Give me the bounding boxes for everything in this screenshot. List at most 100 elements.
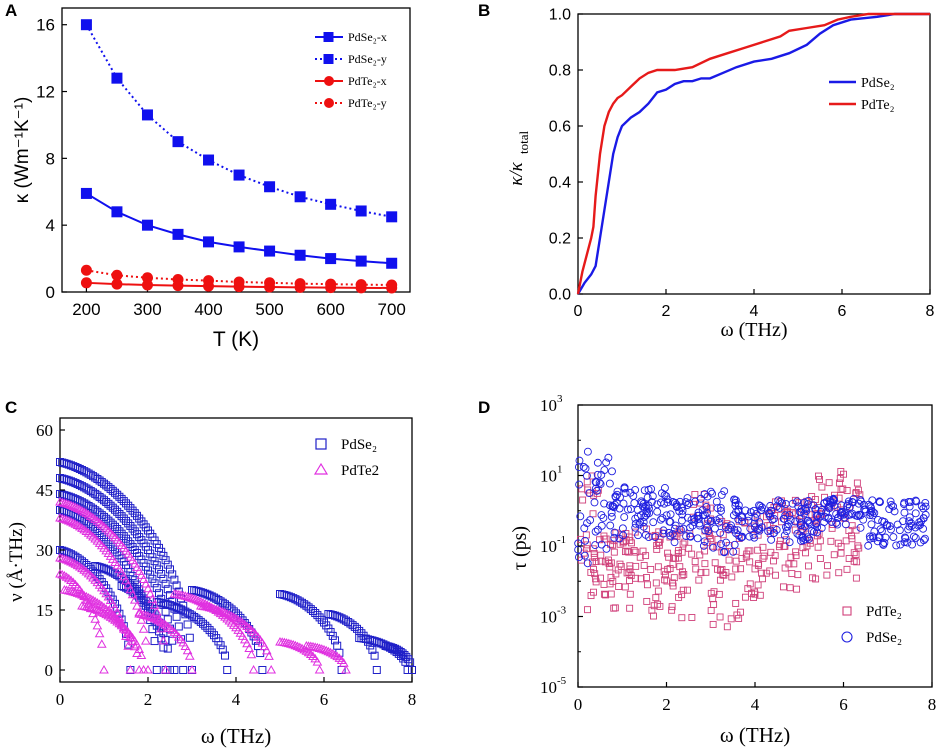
data-point [61, 515, 72, 524]
data-point [79, 524, 90, 534]
data-point [853, 479, 861, 487]
data-point [145, 611, 156, 621]
data-point [822, 507, 831, 516]
data-point [94, 606, 105, 615]
data-point [117, 529, 126, 538]
data-point [152, 584, 161, 593]
data-point [759, 575, 766, 583]
data-point [904, 525, 913, 534]
data-point [96, 607, 107, 616]
data-point [842, 537, 850, 545]
data-point [152, 561, 161, 570]
data-point [185, 610, 194, 619]
data-point [597, 551, 605, 559]
data-point [625, 548, 633, 556]
data-point [574, 539, 583, 548]
panel-d-ytick-exponent: -1 [557, 534, 566, 546]
data-point [138, 664, 149, 674]
data-point [325, 647, 336, 657]
data-point [75, 514, 84, 523]
data-point [803, 516, 812, 525]
data-point [696, 551, 704, 559]
data-point [688, 550, 696, 558]
data-point [264, 245, 276, 257]
data-point [668, 606, 676, 614]
data-point [725, 556, 733, 564]
data-point [832, 518, 841, 527]
data-point [657, 489, 666, 498]
data-point [714, 518, 723, 527]
data-point [149, 600, 160, 609]
data-point [905, 517, 913, 526]
data-point [790, 560, 798, 568]
data-point [90, 534, 101, 543]
data-point [644, 533, 653, 542]
data-point [653, 507, 662, 516]
panel-a-ticks: 200 300 400 500 600 700 0 4 8 12 16 [36, 16, 406, 319]
data-point [140, 578, 151, 588]
data-point [55, 512, 65, 522]
data-point [59, 554, 70, 563]
data-point [134, 607, 145, 617]
data-point [804, 500, 812, 509]
data-point [637, 575, 645, 583]
data-point [106, 518, 115, 527]
data-point [602, 544, 611, 553]
panel-d-ytick-exponent: -3 [557, 605, 567, 617]
data-point [72, 503, 83, 512]
data-point [59, 514, 70, 523]
data-point [406, 658, 415, 667]
data-point [659, 529, 668, 538]
panel-d-ytick-label: 10 [540, 608, 557, 627]
data-point [626, 537, 634, 545]
data-point [128, 542, 137, 551]
data-point [66, 575, 76, 585]
data-point [643, 574, 650, 581]
data-point [886, 497, 895, 506]
data-point [892, 541, 901, 550]
data-point [620, 513, 629, 522]
data-point [698, 506, 707, 515]
panel-b-ytick-label: 0.8 [549, 63, 571, 80]
panel-a-ytick-label: 4 [46, 216, 55, 235]
data-point [178, 590, 189, 600]
data-point [700, 537, 709, 546]
data-point [294, 249, 306, 261]
panel-d-ylabel: τ (ps) [509, 526, 531, 570]
data-point [827, 537, 835, 545]
data-point [756, 591, 764, 599]
data-point [191, 595, 202, 604]
data-point [915, 518, 924, 527]
data-point [734, 501, 743, 510]
data-point [597, 511, 606, 519]
data-point [233, 615, 244, 624]
data-point [575, 553, 583, 562]
data-point [99, 608, 109, 617]
data-point [193, 595, 204, 605]
data-point [798, 525, 807, 533]
data-point [66, 556, 76, 566]
data-point [103, 610, 114, 620]
data-point [182, 591, 193, 601]
data-point [596, 480, 605, 489]
data-point [294, 191, 306, 203]
data-point [781, 523, 790, 531]
data-point [90, 514, 101, 524]
data-point [778, 499, 787, 508]
panel-b-ytick-label: 0.6 [549, 119, 571, 136]
data-point [760, 552, 768, 560]
data-point [852, 574, 860, 582]
data-point [184, 592, 195, 602]
data-point [314, 643, 325, 653]
data-point [143, 611, 153, 620]
data-point [629, 492, 638, 500]
data-point [662, 571, 669, 579]
data-point [84, 469, 93, 478]
data-point [712, 497, 721, 506]
data-point [66, 517, 76, 526]
data-point [170, 575, 179, 584]
data-point [158, 635, 169, 645]
data-point [128, 506, 137, 515]
data-point [680, 571, 688, 578]
